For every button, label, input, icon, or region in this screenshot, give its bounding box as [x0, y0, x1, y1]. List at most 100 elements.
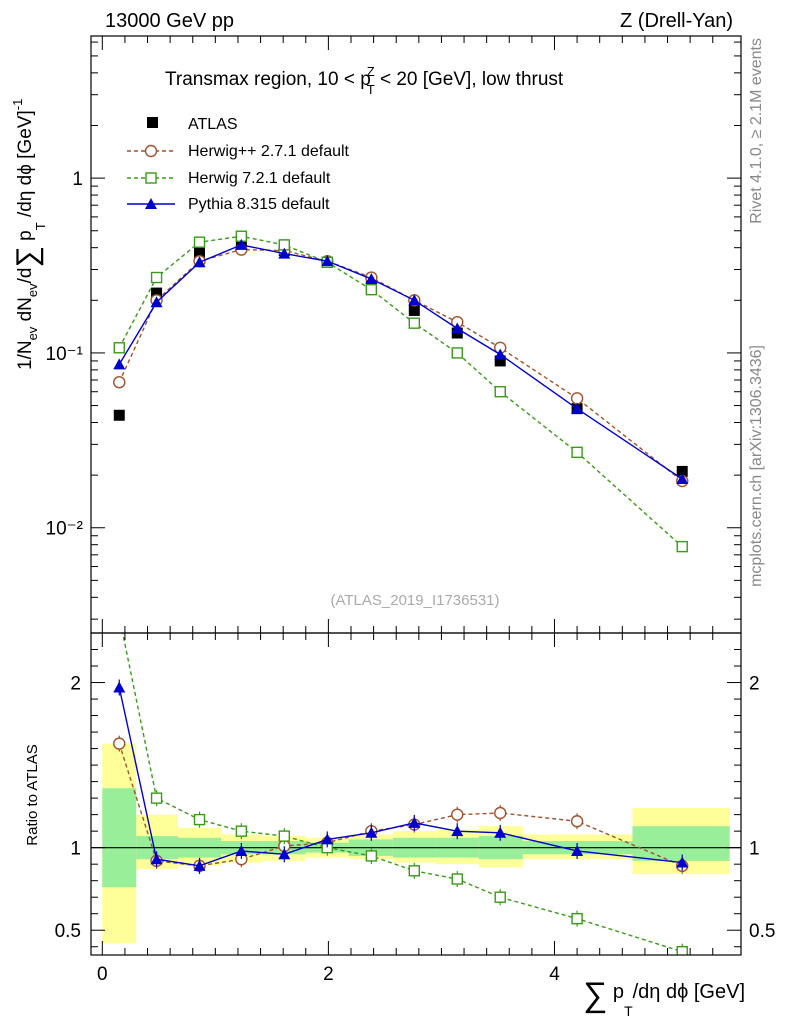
ratio-point [571, 844, 584, 856]
ratio-frame [90, 632, 742, 956]
ratio-point [494, 826, 507, 838]
y-tick-label-right: 0.5 [749, 921, 775, 942]
legend-label-atlas: ATLAS [188, 116, 238, 133]
mcplots-label: mcplots.cern.ch [arXiv:1306.3436] [748, 345, 765, 587]
series-line [118, 687, 683, 867]
data-point [321, 255, 334, 267]
ratio-point [278, 848, 291, 860]
analysis-watermark: (ATLAS_2019_I1736531) [330, 592, 499, 609]
data-point [494, 355, 506, 367]
data-point [451, 347, 463, 359]
y-tick-label: 1 [72, 169, 83, 190]
series-herwig-2-7-1-default [113, 243, 689, 488]
ratio-point [235, 844, 248, 856]
ratio-point [451, 825, 464, 837]
ratio-point [451, 808, 464, 821]
data-point [571, 402, 584, 414]
data-point [676, 540, 688, 553]
ratio-point [114, 611, 124, 621]
data-point [150, 296, 163, 308]
data-point [408, 304, 420, 316]
ratio-ylabel: Ratio to ATLAS [24, 744, 41, 845]
x-axis-label: ∑ pT/dη dϕ [GeV] [583, 976, 745, 1019]
y-tick-label-right: 1 [749, 839, 760, 860]
ratio-point [408, 865, 421, 877]
series-line [118, 244, 683, 480]
y-tick-label-right: 2 [749, 674, 760, 695]
data-point [151, 287, 163, 299]
x-tick-label: 2 [323, 964, 334, 985]
data-point [676, 473, 689, 485]
series-herwig-7-2-1-default [113, 230, 688, 553]
rivet-label: Rivet 4.1.0, ≥ 2.1M events [748, 38, 765, 224]
data-point [365, 283, 378, 296]
data-point [408, 294, 421, 306]
legend-label-herwigpp: Herwig++ 2.7.1 default [188, 143, 350, 160]
y-tick-label: 10⁻² [46, 519, 84, 540]
header-left: 13000 GeV pp [105, 10, 234, 32]
ratio-point [494, 891, 506, 903]
series-line [118, 235, 683, 548]
data-point [408, 317, 421, 329]
x-tick-label: 4 [549, 964, 560, 985]
y-tick-label: 2 [70, 674, 81, 695]
series-line [118, 248, 683, 482]
y-tick-label: 10⁻¹ [46, 344, 84, 365]
data-point [494, 386, 506, 398]
ratio-series-herwig-7-2-1-default [114, 611, 688, 955]
series-atlas [113, 237, 688, 477]
data-point [193, 236, 206, 248]
ratio-point [570, 815, 584, 828]
data-point [235, 238, 248, 250]
data-point [570, 392, 584, 405]
ratio-point [494, 806, 507, 820]
ratio-point [365, 850, 378, 862]
ratio-point [235, 825, 248, 837]
ratio-point [365, 826, 378, 838]
legend-marker-herwigpp [144, 144, 158, 158]
data-point [113, 358, 126, 370]
series-pythia-8-315-default [113, 238, 689, 485]
uncertainty-band-green [102, 788, 137, 888]
data-point [494, 348, 507, 360]
header-right: Z (Drell-Yan) [620, 10, 733, 32]
ratio-point [193, 859, 206, 871]
data-point [451, 322, 464, 334]
ratio-point [571, 912, 583, 925]
ratio-point [113, 737, 126, 750]
y-tick-label: 1 [70, 839, 81, 860]
ratio-point [193, 813, 206, 826]
ratio-point [150, 792, 163, 804]
ratio-panel: 0.5 0.5 1 1 2 2 0 2 4 [55, 611, 775, 985]
legend-marker-pythia [145, 198, 157, 209]
data-point [193, 256, 206, 268]
uncertainty-band-green [632, 826, 730, 861]
series-line [118, 743, 683, 867]
data-point [194, 247, 206, 259]
data-point [676, 465, 688, 477]
legend-label-herwig7: Herwig 7.2.1 default [188, 170, 331, 187]
legend: ATLAS Herwig++ 2.7.1 default Herwig 7.2.… [127, 116, 350, 213]
plot-title: Transmax region, 10 < pZ T < 20 [GeV], lo… [165, 64, 564, 97]
data-point [113, 409, 125, 421]
legend-marker-herwig7 [145, 172, 157, 184]
ratio-point [451, 873, 463, 885]
legend-label-pythia: Pythia 8.315 default [188, 196, 330, 213]
ratio-point [676, 945, 688, 955]
ratio-point [150, 853, 163, 865]
data-point [278, 247, 291, 259]
data-point [365, 272, 378, 284]
ratio-series-pythia-8-315-default [113, 679, 689, 874]
series-line [121, 633, 683, 953]
x-tick-label: 0 [97, 964, 108, 985]
data-point [571, 446, 583, 459]
legend-marker-atlas [147, 117, 158, 128]
ratio-point [113, 681, 126, 693]
ratio-point [676, 856, 689, 868]
main-panel: 10⁻² 10⁻¹ 1 [46, 35, 742, 634]
data-point [113, 376, 126, 389]
y-tick-label: 0.5 [55, 921, 81, 942]
main-ylabel: 1/Nev dNev/d∑ pT /dη dϕ [GeV]-1 [10, 99, 48, 370]
ratio-content [91, 611, 741, 955]
